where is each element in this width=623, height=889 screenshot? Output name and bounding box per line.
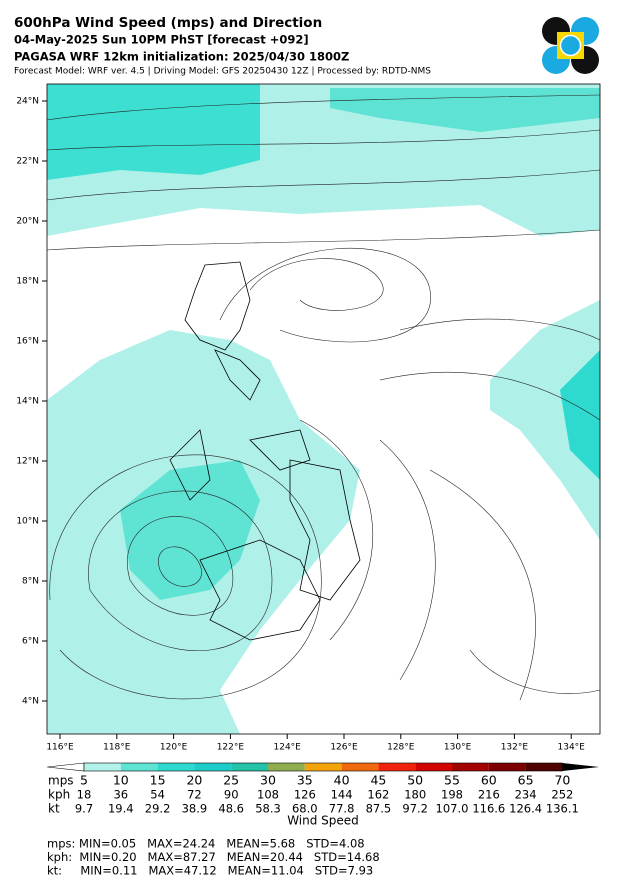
level-label: 87.5 [366, 802, 392, 816]
level-label: 126.4 [509, 802, 542, 816]
level-label: 50 [407, 773, 423, 788]
level-label: 58.3 [255, 802, 281, 816]
level-label: 126 [294, 788, 316, 802]
lon-label: 120°E [160, 743, 188, 753]
level-label: 68.0 [292, 802, 318, 816]
level-label: 10 [113, 773, 129, 788]
level-label: 97.2 [402, 802, 428, 816]
level-label: 20 [186, 773, 202, 788]
level-label: 108 [257, 788, 279, 802]
colorbar-segment [84, 763, 121, 771]
level-label: 70 [554, 773, 570, 788]
colorbar-extend-low [47, 762, 85, 772]
colorbar-segment [452, 763, 489, 771]
subtitle: PAGASA WRF 12km initialization: 2025/04/… [14, 50, 349, 64]
level-label: 30 [260, 773, 276, 788]
lat-label: 8°N [22, 577, 39, 587]
level-label: 55 [444, 773, 460, 788]
lat-label: 10°N [16, 517, 39, 527]
level-label: 48.6 [218, 802, 244, 816]
lat-label: 24°N [16, 97, 39, 107]
colorbar-segment [378, 763, 416, 771]
lon-label: 134°E [558, 743, 586, 753]
map [46, 83, 601, 735]
stats-line: kt: MIN=0.11 MAX=47.12 MEAN=11.04 STD=7.… [47, 864, 373, 878]
colorbar-label: Wind Speed [287, 814, 359, 828]
colorbar-segment [268, 763, 305, 771]
lon-label: 124°E [274, 743, 302, 753]
level-label: 25 [223, 773, 239, 788]
lat-label: 16°N [16, 337, 39, 347]
subtitle: 04-May-2025 Sun 10PM PhST [forecast +092… [14, 33, 309, 47]
unit-label: mps [48, 774, 74, 788]
colorbar-segment [157, 763, 195, 771]
level-label: 180 [404, 788, 426, 802]
lon-label: 116°E [46, 743, 74, 753]
lon-label: 132°E [501, 743, 529, 753]
lon-label: 118°E [103, 743, 131, 753]
colorbar-segment [304, 763, 342, 771]
level-label: 40 [334, 773, 350, 788]
level-label: 15 [150, 773, 166, 788]
level-label: 234 [515, 788, 537, 802]
lat-label: 4°N [22, 697, 39, 707]
level-label: 77.8 [329, 802, 355, 816]
colorbar-segment [415, 763, 452, 771]
lat-label: 18°N [16, 277, 39, 287]
unit-label: kph [48, 788, 70, 802]
level-label: 36 [113, 788, 128, 802]
lon-label: 128°E [387, 743, 415, 753]
level-label: 144 [331, 788, 353, 802]
lat-label: 20°N [16, 217, 39, 227]
level-label: 65 [518, 773, 534, 788]
level-label: 198 [441, 788, 463, 802]
colorbar-segment [488, 763, 526, 771]
unit-label: kt [48, 802, 60, 816]
logo [542, 17, 599, 74]
level-label: 116.6 [472, 802, 505, 816]
level-label: 60 [481, 773, 497, 788]
level-label: 9.7 [75, 802, 93, 816]
lat-label: 14°N [16, 397, 39, 407]
stats-line: kph: MIN=0.20 MAX=87.27 MEAN=20.44 STD=1… [47, 850, 380, 864]
title: 600hPa Wind Speed (mps) and Direction [14, 15, 322, 31]
level-label: 252 [551, 788, 573, 802]
colorbar-frame [83, 762, 563, 772]
lat-label: 6°N [22, 637, 39, 647]
level-label: 162 [367, 788, 389, 802]
level-label: 136.1 [546, 802, 579, 816]
stats-line: mps: MIN=0.05 MAX=24.24 MEAN=5.68 STD=4.… [47, 837, 365, 851]
level-label: 107.0 [436, 802, 469, 816]
level-label: 90 [224, 788, 239, 802]
colorbar-segment [231, 763, 268, 771]
lat-label: 22°N [16, 157, 39, 167]
model-info: Forecast Model: WRF ver. 4.5 | Driving M… [14, 67, 431, 77]
level-label: 18 [77, 788, 92, 802]
level-label: 29.2 [145, 802, 171, 816]
level-label: 72 [187, 788, 202, 802]
colorbar-extend-high [562, 763, 600, 771]
colorbar-segment [341, 763, 379, 771]
colorbar-segment [525, 763, 563, 771]
lat-label: 12°N [16, 457, 39, 467]
lon-label: 126°E [330, 743, 358, 753]
level-label: 45 [370, 773, 386, 788]
level-label: 19.4 [108, 802, 134, 816]
lon-label: 122°E [217, 743, 245, 753]
level-label: 35 [297, 773, 313, 788]
colorbar-segment [120, 763, 158, 771]
colorbar-segment [194, 763, 232, 771]
lon-label: 130°E [444, 743, 472, 753]
level-label: 54 [150, 788, 165, 802]
level-label: 38.9 [182, 802, 208, 816]
level-label: 5 [80, 773, 88, 788]
level-label: 216 [478, 788, 500, 802]
